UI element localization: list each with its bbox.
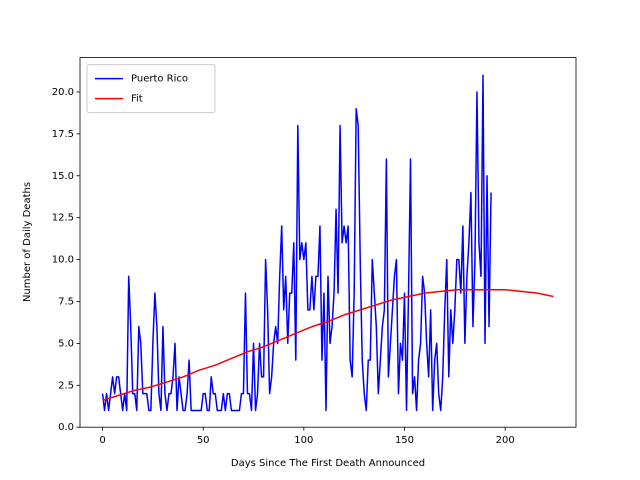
x-tick-label: 0 — [99, 435, 105, 446]
legend-box — [86, 64, 216, 114]
y-tick-label: 20.0 — [52, 87, 74, 98]
y-tick-label: 12.5 — [52, 213, 74, 224]
x-tick-label: 200 — [496, 435, 515, 446]
y-tick-label: 5.0 — [58, 338, 74, 349]
y-tick-label: 10.0 — [52, 255, 74, 266]
y-tick-label: 2.5 — [58, 380, 74, 391]
legend-label: Fit — [131, 94, 143, 105]
y-tick-label: 7.5 — [58, 296, 74, 307]
y-axis-label: Number of Daily Deaths — [22, 182, 33, 302]
series-line — [102, 289, 554, 402]
y-tick-label: 0.0 — [58, 422, 74, 433]
x-axis-label: Days Since The First Death Announced — [231, 458, 425, 469]
x-tick-label: 150 — [395, 435, 414, 446]
x-tick-label: 100 — [294, 435, 313, 446]
x-tick-label: 50 — [197, 435, 210, 446]
series-line — [101, 74, 492, 412]
legend-label: Puerto Rico — [131, 74, 188, 85]
y-tick-label: 15.0 — [52, 171, 74, 182]
y-tick-label: 17.5 — [52, 129, 74, 140]
plot-frame — [79, 57, 577, 428]
legend: Puerto Rico Fit — [86, 64, 216, 114]
